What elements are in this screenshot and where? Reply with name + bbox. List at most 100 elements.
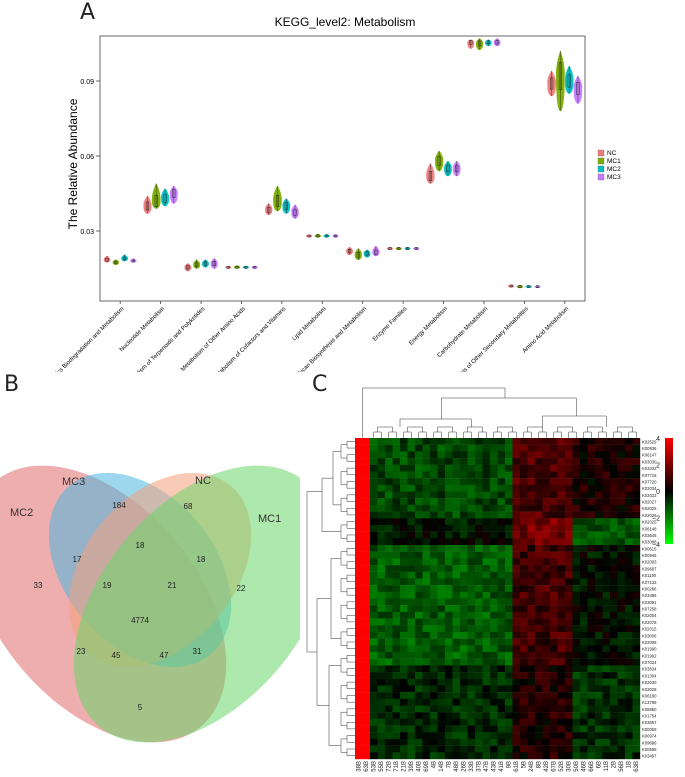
heatmap-cell [407,551,416,559]
heatmap-cell [625,565,633,572]
heatmap-cell [565,538,573,546]
heatmap-cell [460,591,468,599]
heatmap-cell [445,745,453,753]
heatmap-cell [460,631,468,639]
colorbar-scale [665,438,673,544]
heatmap-cell [392,618,401,626]
heatmap-cell [625,478,633,486]
venn-ellipse-mc1 [73,465,331,743]
heatmap-cell [355,698,363,706]
heatmap-cell [610,444,618,452]
heatmap-cell [625,611,633,619]
heatmap-cell [497,444,506,452]
heatmap-cell [542,712,551,720]
heatmap-cell [370,578,378,586]
heatmap-cell [512,438,521,445]
heatmap-cell [422,504,431,512]
heatmap-cell [527,712,536,720]
heatmap-cell [385,718,393,726]
heatmap-cell [482,565,491,572]
heatmap-cell [370,558,378,566]
heatmap-cell [407,538,416,546]
heatmap-cell [625,538,633,546]
heatmap-cell [422,491,431,499]
heatmap-cell [490,591,498,599]
heatmap-cell [505,598,513,606]
heatmap-cell [505,585,513,593]
row-label: K01990 [642,647,657,652]
heatmap-cell [377,545,386,552]
heatmap-cell [542,685,551,693]
heatmap-cell [445,471,453,479]
column-label: 72B [387,761,393,772]
heatmap-cell [557,585,566,593]
column-label: 41B [499,761,505,772]
heatmap-cell [587,444,596,452]
heatmap-cell [437,658,446,666]
heatmap-cell [377,725,386,733]
x-tick-label: Xenobiotics Biodegradation and Metabolis… [39,306,126,372]
heatmap-cell [422,725,431,733]
heatmap-cell [355,625,363,633]
heatmap-cell [580,558,588,566]
heatmap-cell [362,524,371,532]
row-label: K02078 [642,620,657,625]
heatmap-cell [625,464,633,472]
heatmap-cell [415,685,423,693]
column-dendrogram [362,387,637,438]
heatmap-cell [542,471,551,479]
heatmap-cell [370,538,378,546]
heatmap-cell [407,611,416,619]
heatmap-cell [632,712,641,720]
heatmap-cell [512,471,521,479]
heatmap-cell [460,625,468,633]
heatmap-cell [535,538,543,546]
heatmap-cell [580,725,588,733]
heatmap-cell [407,491,416,499]
heatmap-cell [505,712,513,720]
heatmap-cell [580,605,588,613]
dendrogram-link [346,494,355,502]
heatmap-cell [595,504,603,512]
heatmap-cell [550,578,558,586]
heatmap-cell [617,444,626,452]
heatmap-cell [430,658,438,666]
heatmap-cell [595,745,603,753]
heatmap-cell [377,705,386,713]
heatmap-cell [610,545,618,552]
heatmap-cell [505,611,513,619]
row-label: K03648 [642,533,657,538]
heatmap-cell [377,478,386,486]
heatmap-cell [505,438,513,445]
heatmap-cell [527,498,536,506]
heatmap-cell [392,558,401,566]
heatmap-cell [445,518,453,526]
heatmap-cell [572,545,581,552]
heatmap-cell [625,511,633,519]
heatmap-cell [400,545,408,552]
heatmap-cell [520,625,528,633]
heatmap-cell [632,591,641,599]
heatmap-cell [370,565,378,572]
heatmap-cell [565,471,573,479]
row-label: K01304 [642,673,657,678]
heatmap-cell [535,438,543,445]
heatmap-cell [362,672,371,679]
heatmap-cell [505,678,513,686]
heatmap-cell [430,585,438,593]
heatmap-cell [377,444,386,452]
heatmap-cell [632,491,641,499]
heatmap-cell [617,672,626,679]
heatmap-cell [512,524,521,532]
dendrogram-link [330,558,341,639]
heatmap-cell [370,672,378,679]
column-label: 47B [484,761,490,772]
row-label: K03634 [642,667,657,672]
heatmap-cell [407,745,416,753]
heatmap-cell [370,685,378,693]
row-label: K09687 [642,566,657,571]
heatmap-cell [610,511,618,519]
heatmap-cell [437,491,446,499]
heatmap-cell [400,484,408,492]
heatmap-cell [557,718,566,726]
